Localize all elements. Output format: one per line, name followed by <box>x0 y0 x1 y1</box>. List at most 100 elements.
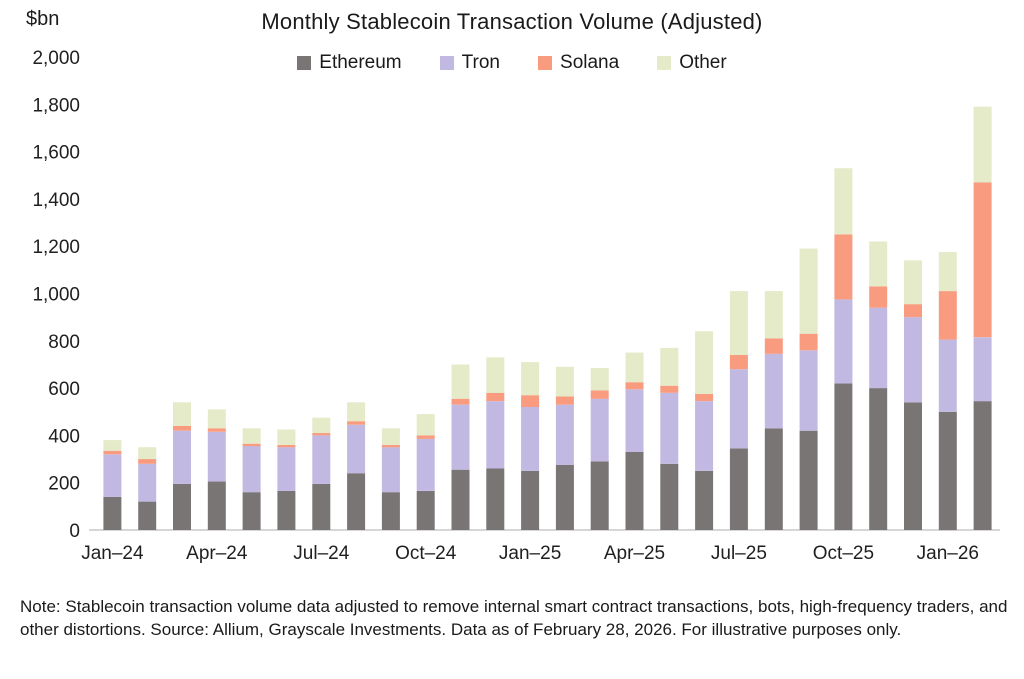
bar-segment-solana <box>764 338 783 354</box>
stacked-bar-chart: 0 200 400 600 800 1,000 1,200 1,400 1,600 1,800 2,… <box>32 48 1000 564</box>
bar-segment-ethereum <box>312 483 331 530</box>
y-tick-label: 1,600 <box>32 143 80 164</box>
bar-segment-tron <box>695 401 714 471</box>
bar-segment-solana <box>521 395 540 407</box>
bar-segment-tron <box>729 369 748 449</box>
x-tick-label: Oct–24 <box>395 543 457 564</box>
x-tick-label: Apr–25 <box>604 543 665 564</box>
bar-segment-other <box>347 402 366 422</box>
bar-segment-other <box>764 291 783 339</box>
bar-segment-other <box>103 440 122 451</box>
bar-segment-ethereum <box>381 492 400 530</box>
bar-segment-solana <box>695 394 714 402</box>
bar-segment-ethereum <box>347 473 366 530</box>
bar-segment-ethereum <box>486 468 505 530</box>
bar-segment-tron <box>904 317 922 403</box>
y-tick-label: 600 <box>48 379 80 400</box>
bar-segment-ethereum <box>729 448 748 530</box>
bar-segment-tron <box>938 339 957 412</box>
legend-label-other: Other <box>679 52 727 73</box>
bar-segment-solana <box>451 398 470 405</box>
bar-segment-solana <box>904 304 922 318</box>
bar-segment-ethereum <box>173 483 191 530</box>
bar-segment-solana <box>729 355 748 370</box>
bar-segment-other <box>416 414 435 436</box>
bar-segment-other <box>242 428 261 444</box>
bar-segment-solana <box>381 444 400 448</box>
y-tick-label: 0 <box>69 521 80 542</box>
bar-segment-solana <box>103 450 122 455</box>
y-tick-label: 1,800 <box>32 95 80 116</box>
bar-segment-other <box>312 417 331 434</box>
bar-segment-solana <box>173 425 191 431</box>
bar-segment-solana <box>416 435 435 439</box>
legend-label-tron: Tron <box>461 52 501 73</box>
bar-segment-other <box>729 291 748 355</box>
legend-item-ethereum: Ethereum <box>297 52 402 74</box>
bar-segment-other <box>695 331 714 394</box>
bar-segment-tron <box>242 446 261 493</box>
bar-segment-tron <box>416 438 435 491</box>
bar-segment-ethereum <box>834 383 853 530</box>
legend-label-solana: Solana <box>560 52 620 73</box>
bar-segment-tron <box>625 389 644 452</box>
bar-segment-ethereum <box>451 469 470 530</box>
bar-segment-other <box>555 366 574 397</box>
bar-segment-ethereum <box>799 430 818 530</box>
bar-segment-solana <box>660 385 679 393</box>
bar-segment-solana <box>973 182 992 338</box>
bar-segment-other <box>521 362 540 396</box>
bar-segment-solana <box>207 428 226 432</box>
x-tick-label: Jan–25 <box>499 543 561 564</box>
legend-item-tron: Tron <box>439 52 501 74</box>
legend-swatch-tron <box>439 56 454 70</box>
y-tick-label: 1,400 <box>32 190 80 211</box>
bar-segment-tron <box>590 398 609 462</box>
bar-segment-other <box>173 402 191 426</box>
y-tick-label: 1,000 <box>32 285 80 306</box>
bar-segment-ethereum <box>764 428 783 530</box>
legend-item-other: Other <box>657 52 727 74</box>
bar-segment-other <box>834 168 853 235</box>
x-tick-label: Apr–24 <box>186 543 248 564</box>
bar-segment-solana <box>486 392 505 402</box>
bar-segment-tron <box>173 430 191 484</box>
bar-segment-tron <box>973 337 992 402</box>
bar-segment-other <box>381 428 400 445</box>
bar-segment-ethereum <box>590 461 609 530</box>
x-tick-label: Jul–24 <box>293 543 349 564</box>
y-axis-unit-label: $bn <box>26 8 60 30</box>
bar-segment-other <box>451 364 470 399</box>
y-tick-label: 200 <box>48 474 80 495</box>
y-tick-label: 1,200 <box>32 237 80 258</box>
bar-segment-ethereum <box>521 470 540 530</box>
bar-segment-solana <box>277 444 296 448</box>
bar-segment-other <box>973 106 992 183</box>
bar-segment-other <box>938 252 957 292</box>
x-tick-label: Jan–26 <box>917 543 979 564</box>
bar-segment-solana <box>138 459 157 464</box>
legend-item-solana: Solana <box>538 52 619 74</box>
bar-segment-tron <box>277 447 296 491</box>
bar-segment-solana <box>799 333 818 351</box>
bar-segment-ethereum <box>625 452 644 530</box>
bar-segment-ethereum <box>904 402 922 530</box>
bar-segment-ethereum <box>138 501 157 530</box>
bar-segment-ethereum <box>973 401 992 530</box>
chart-title: Monthly Stablecoin Transaction Volume (A… <box>261 9 763 34</box>
bar-segment-other <box>486 357 505 393</box>
bar-segment-solana <box>590 390 609 399</box>
bar-segment-tron <box>207 431 226 482</box>
bar-segment-other <box>869 241 888 287</box>
bar-segment-ethereum <box>869 388 888 530</box>
bar-segment-solana <box>347 421 366 425</box>
bar-segment-tron <box>103 454 122 497</box>
legend-swatch-ethereum <box>297 56 312 70</box>
bar-segment-tron <box>451 404 470 470</box>
legend-swatch-solana <box>538 56 553 70</box>
bar-segment-tron <box>521 407 540 471</box>
bar-segment-ethereum <box>660 463 679 530</box>
bar-segment-ethereum <box>416 491 435 530</box>
bar-segment-solana <box>312 433 331 436</box>
